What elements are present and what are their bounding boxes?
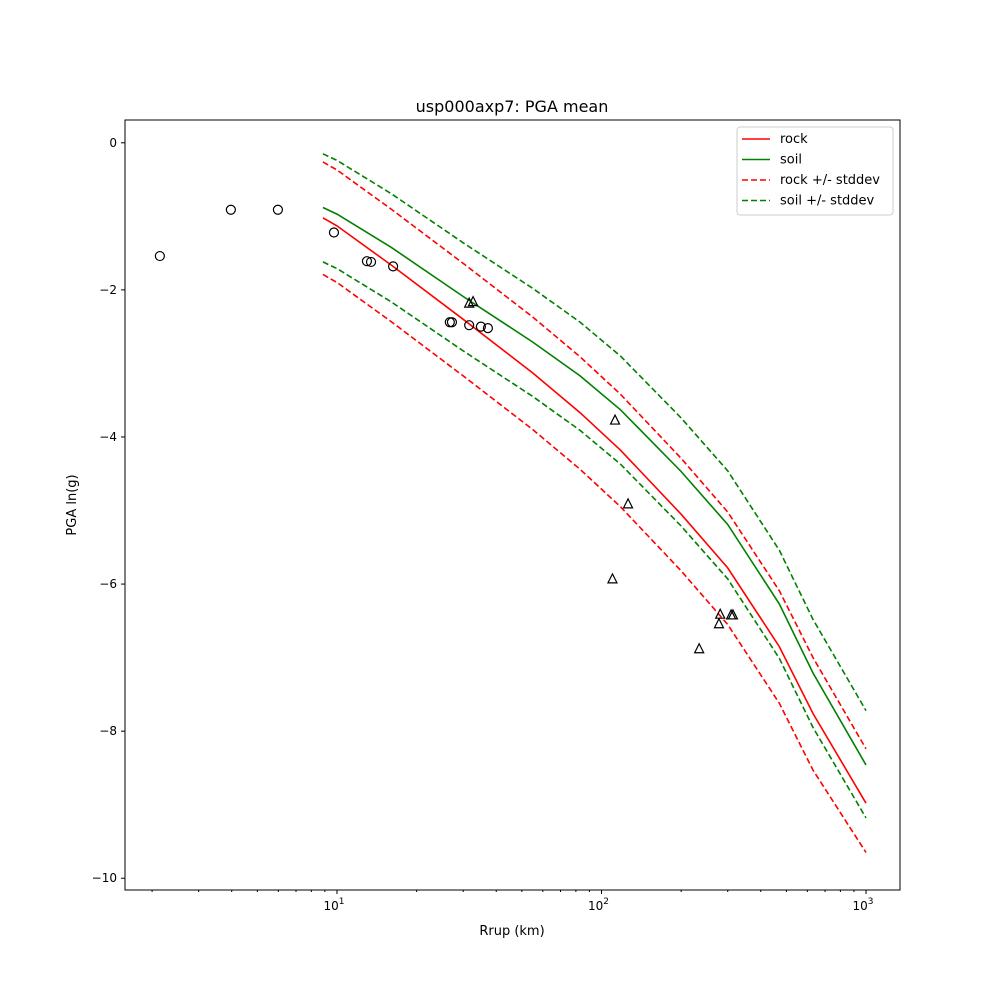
observation-circle-marker	[361, 256, 373, 267]
y-tick-label: −2	[99, 283, 117, 297]
y-tick-label: 0	[109, 136, 117, 150]
observation-circle-marker	[444, 317, 455, 328]
legend-label: rock	[780, 132, 808, 147]
soil-stddev-lower-line	[322, 261, 867, 819]
legend-label: soil +/- stddev	[780, 194, 875, 209]
observation-triangle-marker	[463, 296, 475, 308]
soil-line	[322, 206, 867, 766]
x-tick-label: 103	[853, 897, 874, 913]
observation-triangle-marker	[622, 497, 634, 509]
observation-circle-marker	[464, 320, 475, 331]
y-tick-label: −4	[99, 430, 117, 444]
y-tick-label: −10	[92, 871, 117, 885]
observation-circle-marker	[225, 204, 236, 215]
observation-circle-marker	[475, 321, 486, 332]
y-axis-label: PGA ln(g)	[65, 474, 80, 535]
observation-circle-marker	[482, 323, 494, 334]
observation-circle-marker	[328, 227, 340, 238]
legend-box	[736, 126, 894, 216]
legend-label: soil	[780, 153, 802, 168]
legend-label: rock +/- stddev	[780, 173, 880, 188]
observation-triangle-marker	[609, 413, 621, 425]
observation-triangle-marker	[467, 295, 479, 307]
observation-triangle-marker	[713, 617, 725, 629]
observation-circle-marker	[446, 317, 458, 328]
observation-triangle-marker	[714, 607, 726, 619]
chart-title: usp000axp7: PGA mean	[416, 97, 609, 116]
legend: rock soil rock +/- stddev soil +/- stddev	[736, 126, 894, 216]
y-tick-label: −6	[99, 577, 117, 591]
plot-frame	[124, 119, 901, 891]
x-tick-label: 101	[323, 897, 344, 913]
rock-stddev-lower-line	[322, 273, 867, 853]
observation-circle-marker	[154, 250, 165, 262]
observation-triangle-marker	[727, 608, 739, 620]
x-axis-label: Rrup (km)	[479, 924, 544, 939]
rock-stddev-upper-line	[322, 161, 867, 750]
observation-triangle-marker	[606, 572, 618, 584]
soil-stddev-upper-line	[322, 153, 867, 712]
observation-circle-marker	[365, 256, 377, 268]
observation-circle-marker	[272, 204, 284, 215]
observation-triangle-marker	[693, 642, 705, 654]
y-tick-label: −8	[99, 724, 117, 738]
rock-line	[322, 217, 867, 804]
observation-circle-marker	[388, 261, 399, 272]
x-tick-label: 102	[588, 897, 609, 913]
